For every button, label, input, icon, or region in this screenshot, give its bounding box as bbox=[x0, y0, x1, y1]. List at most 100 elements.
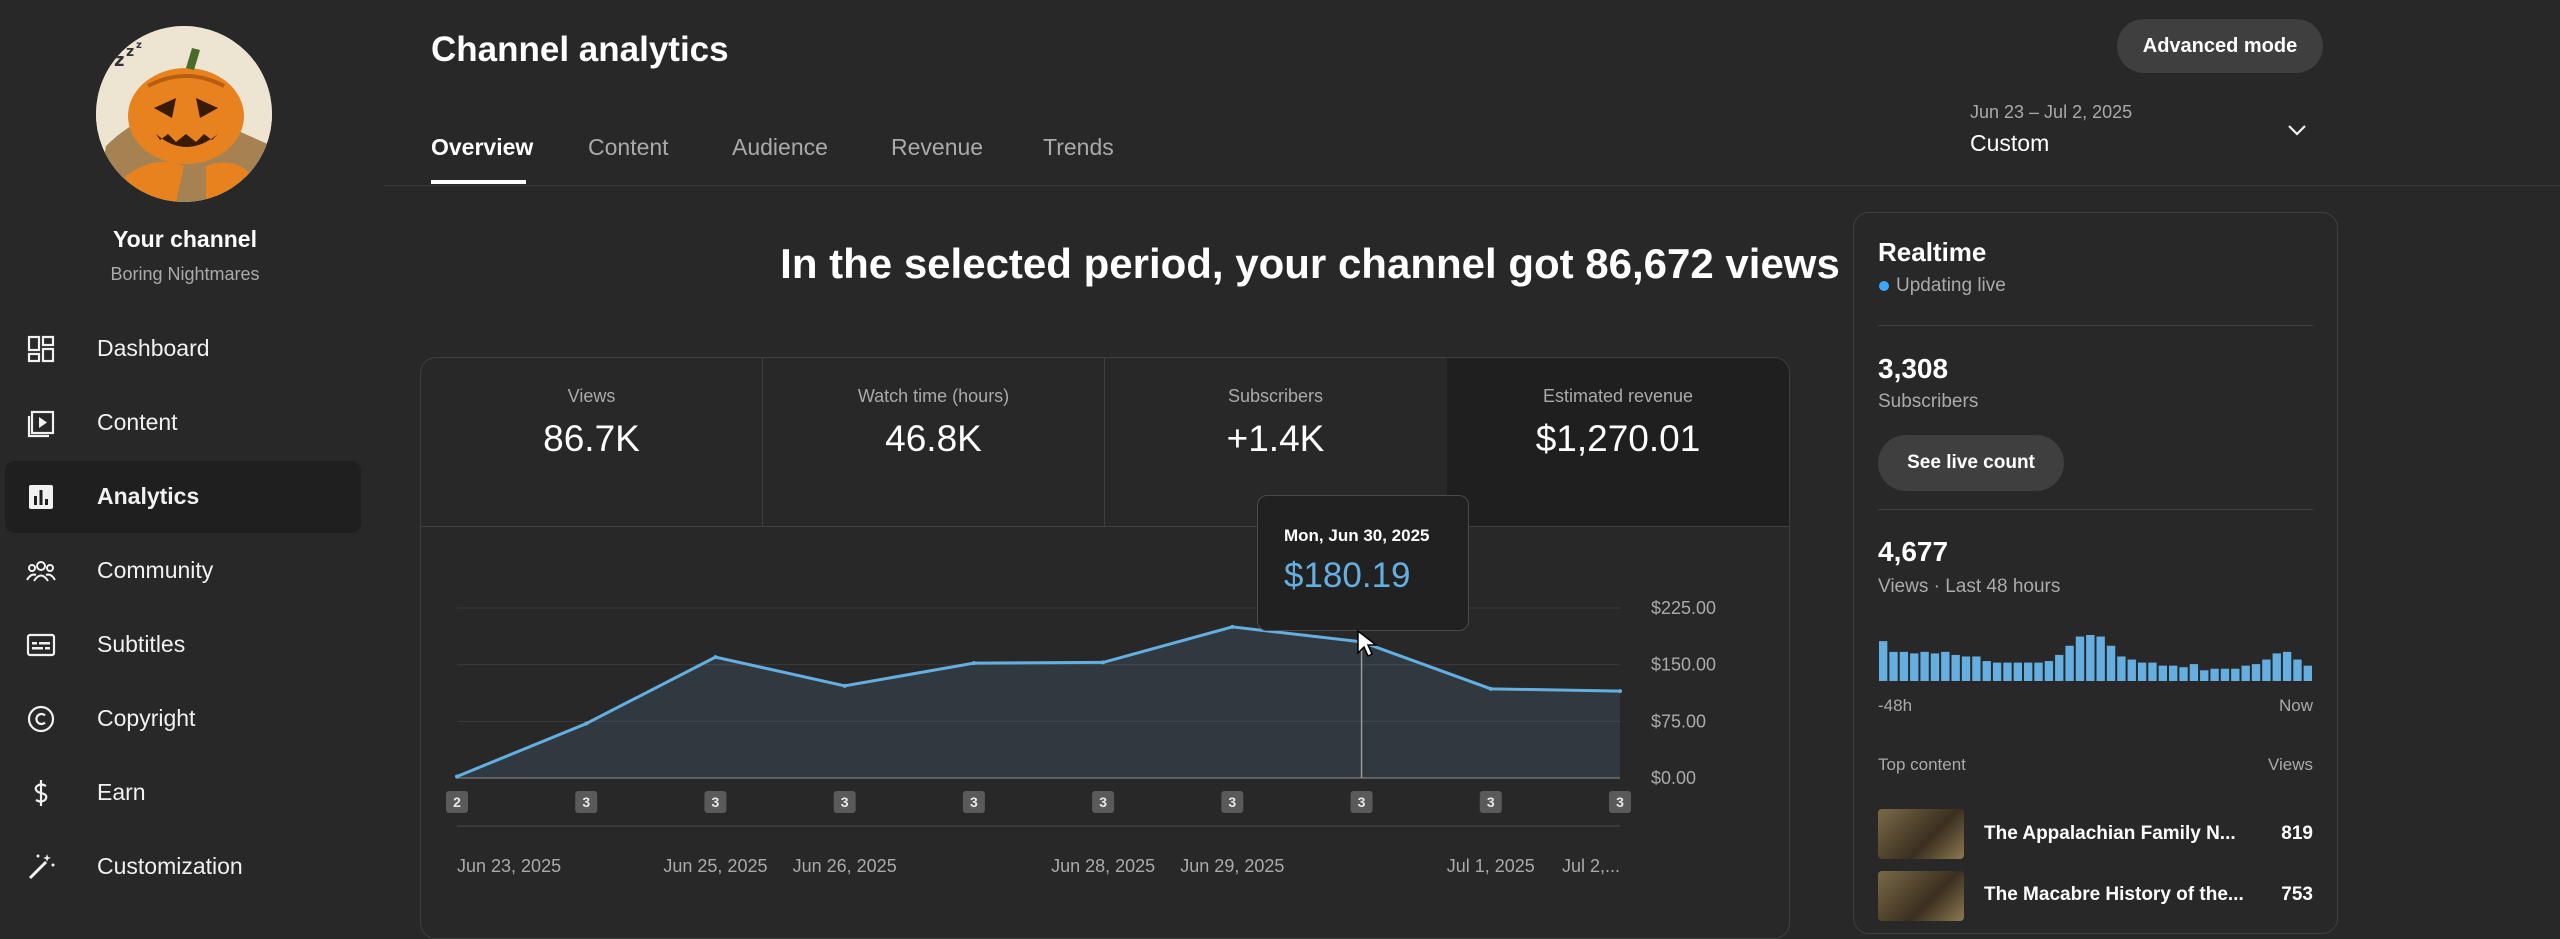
sidebar-item-label: Content bbox=[97, 409, 178, 435]
realtime-bar bbox=[2241, 665, 2250, 681]
dashboard-icon bbox=[27, 335, 55, 363]
sidebar-item-copyright[interactable]: Copyright bbox=[5, 683, 361, 755]
metric-value: +1.4K bbox=[1226, 418, 1325, 459]
video-title: The Appalachian Family N... bbox=[1984, 823, 2236, 844]
realtime-subscribers-value: 3,308 bbox=[1878, 353, 1949, 384]
upload-marker bbox=[1350, 791, 1373, 813]
data-point bbox=[1101, 660, 1106, 665]
realtime-bar bbox=[2013, 662, 2022, 681]
realtime-bar bbox=[2075, 636, 2085, 681]
metric-views[interactable]: Views 86.7K bbox=[421, 358, 762, 526]
realtime-bar bbox=[2003, 662, 2012, 681]
metric-estimated-revenue[interactable]: Estimated revenue $1,270.01 bbox=[1447, 358, 1789, 526]
realtime-views-label: Views · Last 48 hours bbox=[1878, 576, 2061, 597]
upload-marker-count: 3 bbox=[1358, 794, 1366, 810]
realtime-title: Realtime bbox=[1878, 237, 1987, 267]
realtime-bar bbox=[1961, 656, 1971, 681]
sidebar-item-subtitles[interactable]: Subtitles bbox=[5, 609, 361, 681]
content-icon bbox=[27, 410, 55, 438]
data-point bbox=[842, 683, 847, 688]
realtime-bar bbox=[2034, 662, 2043, 681]
tooltip-value: $180.19 bbox=[1284, 556, 1411, 595]
community-icon bbox=[26, 561, 56, 582]
upload-marker bbox=[575, 791, 598, 813]
revenue-line bbox=[456, 625, 1621, 778]
active-tab-indicator bbox=[431, 180, 526, 184]
upload-marker bbox=[1479, 791, 1502, 813]
realtime-bar bbox=[1910, 653, 1919, 681]
channel-avatar[interactable]: z z z bbox=[96, 26, 272, 202]
realtime-bar bbox=[2065, 645, 2074, 681]
realtime-bar bbox=[2148, 662, 2157, 681]
sidebar-item-community[interactable]: Community bbox=[5, 535, 361, 607]
realtime-bar bbox=[1930, 653, 1940, 681]
realtime-bar bbox=[2044, 661, 2054, 681]
realtime-axis-end: Now bbox=[2278, 696, 2313, 715]
realtime-bar bbox=[2096, 636, 2105, 681]
realtime-bar bbox=[2200, 670, 2209, 681]
upload-marker bbox=[1609, 791, 1631, 813]
realtime-bar bbox=[2262, 659, 2271, 681]
chevron-down-icon bbox=[2288, 125, 2306, 136]
realtime-bar bbox=[1920, 651, 1929, 681]
upload-marker-count: 3 bbox=[712, 794, 720, 810]
realtime-bar bbox=[1992, 662, 2002, 681]
sidebar-item-analytics[interactable]: Analytics bbox=[5, 461, 361, 533]
y-tick-label: $150.00 bbox=[1651, 655, 1716, 675]
metric-watch-time[interactable]: Watch time (hours) 46.8K bbox=[763, 358, 1104, 526]
realtime-bar bbox=[2189, 664, 2199, 681]
tab-trends[interactable]: Trends bbox=[1043, 134, 1114, 160]
sidebar-item-label: Earn bbox=[97, 779, 146, 805]
metrics-card: Views 86.7K Watch time (hours) 46.8K Sub… bbox=[420, 357, 1790, 939]
advanced-mode-button[interactable]: Advanced mode bbox=[2117, 19, 2323, 73]
period-headline: In the selected period, your channel got… bbox=[780, 240, 1840, 287]
live-dot-icon bbox=[1879, 281, 1889, 291]
svg-text:z: z bbox=[136, 40, 142, 51]
realtime-card: Realtime Updating live 3,308 Subscribers… bbox=[1853, 212, 2338, 934]
header-divider bbox=[384, 185, 2560, 186]
video-title: The Macabre History of the... bbox=[1984, 884, 2244, 905]
video-views: 753 bbox=[2281, 884, 2313, 905]
y-tick-label: $0.00 bbox=[1651, 768, 1696, 788]
realtime-views-bars[interactable] bbox=[1878, 631, 2313, 681]
sidebar-item-earn[interactable]: Earn bbox=[5, 757, 361, 829]
realtime-bar bbox=[1951, 654, 1960, 681]
see-live-count-button[interactable]: See live count bbox=[1878, 435, 2064, 491]
realtime-bar bbox=[1899, 651, 1909, 681]
sidebar-item-label: Subtitles bbox=[97, 631, 186, 657]
realtime-bar bbox=[2272, 653, 2281, 681]
tab-content[interactable]: Content bbox=[588, 134, 669, 160]
video-thumbnail bbox=[1878, 871, 1964, 921]
realtime-divider bbox=[1878, 325, 2313, 326]
metric-divider bbox=[762, 358, 763, 526]
tab-revenue[interactable]: Revenue bbox=[891, 134, 984, 160]
realtime-divider bbox=[1878, 509, 2313, 510]
channel-name: Boring Nightmares bbox=[110, 264, 260, 284]
sidebar-item-label: Dashboard bbox=[97, 335, 210, 361]
top-content-label: Top content bbox=[1878, 755, 1966, 774]
metric-subscribers[interactable]: Subscribers +1.4K bbox=[1105, 358, 1446, 526]
sidebar-item-content[interactable]: Content bbox=[5, 387, 361, 459]
dollar-icon bbox=[34, 780, 48, 806]
x-tick-label: Jul 2,... bbox=[1562, 856, 1620, 876]
realtime-subscribers-label: Subscribers bbox=[1878, 391, 1979, 412]
tab-overview[interactable]: Overview bbox=[431, 134, 534, 160]
metric-value: $1,270.01 bbox=[1535, 418, 1701, 459]
revenue-chart[interactable]: $0.00 $75.00 $150.00 $225.00 2 3 3 3 3 3 3 3 3 3 Jun 2… bbox=[421, 538, 1789, 938]
upload-marker-count: 3 bbox=[1487, 794, 1495, 810]
svg-text:z: z bbox=[114, 50, 124, 71]
tab-audience[interactable]: Audience bbox=[732, 134, 828, 160]
upload-marker-count: 3 bbox=[582, 794, 590, 810]
sidebar-item-dashboard[interactable]: Dashboard bbox=[5, 313, 361, 385]
realtime-bar bbox=[1972, 656, 1981, 681]
subtitles-icon bbox=[26, 633, 56, 657]
sidebar-item-customization[interactable]: Customization bbox=[5, 831, 361, 903]
revenue-area bbox=[457, 626, 1620, 778]
x-tick-label: Jun 26, 2025 bbox=[793, 856, 897, 876]
realtime-bar bbox=[2055, 654, 2064, 681]
upload-marker bbox=[1092, 791, 1115, 813]
y-tick-label: $75.00 bbox=[1651, 711, 1706, 731]
metric-label: Subscribers bbox=[1227, 386, 1324, 406]
realtime-bar bbox=[2086, 635, 2095, 681]
metric-divider bbox=[1104, 358, 1105, 526]
